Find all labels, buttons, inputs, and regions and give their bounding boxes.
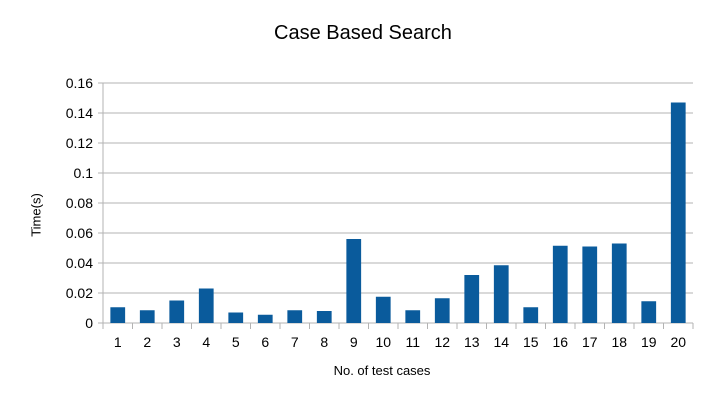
bar-11 — [405, 310, 421, 323]
bar-15 — [523, 307, 539, 323]
x-tick-label: 9 — [350, 334, 358, 350]
x-tick-label: 1 — [114, 334, 122, 350]
y-tick-label: 0.1 — [74, 165, 94, 181]
x-tick-label: 10 — [375, 334, 391, 350]
x-tick-label: 3 — [173, 334, 181, 350]
x-tick-label: 19 — [641, 334, 657, 350]
x-tick-label: 4 — [202, 334, 210, 350]
y-tick-label: 0.14 — [66, 105, 93, 121]
bar-7 — [287, 310, 303, 323]
x-tick-label: 16 — [552, 334, 568, 350]
bar-9 — [346, 239, 362, 323]
x-tick-label: 7 — [291, 334, 299, 350]
x-tick-label: 5 — [232, 334, 240, 350]
y-tick-label: 0.06 — [66, 225, 93, 241]
x-tick-label: 18 — [611, 334, 627, 350]
y-tick-label: 0.16 — [66, 75, 93, 91]
bar-5 — [228, 312, 244, 323]
bar-16 — [552, 245, 568, 323]
x-tick-label: 2 — [143, 334, 151, 350]
bar-20 — [670, 102, 686, 323]
bar-3 — [169, 300, 185, 323]
x-tick-label: 17 — [582, 334, 598, 350]
x-tick-label: 14 — [493, 334, 509, 350]
x-tick-label: 20 — [670, 334, 686, 350]
y-tick-label: 0.02 — [66, 285, 93, 301]
bar-6 — [257, 314, 273, 323]
x-axis-label: No. of test cases — [333, 363, 431, 378]
bar-12 — [434, 298, 450, 323]
bar-14 — [493, 265, 509, 323]
x-tick-label: 15 — [523, 334, 539, 350]
bar-18 — [611, 243, 627, 323]
x-tick-label: 6 — [261, 334, 269, 350]
bar-1 — [110, 307, 126, 323]
bar-4 — [198, 288, 214, 323]
y-tick-label: 0.12 — [66, 135, 93, 151]
bar-19 — [641, 301, 657, 323]
chart-title: Case Based Search — [274, 22, 452, 44]
bar-10 — [375, 296, 391, 323]
x-tick-label: 12 — [434, 334, 450, 350]
bar-13 — [464, 275, 480, 323]
x-tick-label: 11 — [405, 334, 420, 350]
y-tick-label: 0.08 — [66, 195, 93, 211]
bar-17 — [582, 246, 598, 323]
x-tick-label: 8 — [320, 334, 328, 350]
x-tick-label: 13 — [464, 334, 480, 350]
bar-2 — [139, 310, 155, 323]
bar-8 — [316, 311, 332, 323]
y-tick-label: 0.04 — [66, 255, 93, 271]
y-tick-label: 0 — [85, 315, 93, 331]
